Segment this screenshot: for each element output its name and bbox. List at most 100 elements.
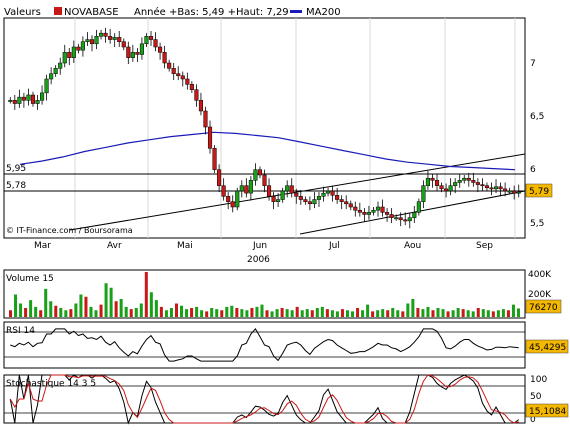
candle-body <box>21 96 26 101</box>
month-aou: Aou <box>404 241 421 251</box>
candle-body <box>44 78 49 94</box>
volume-tick-400k: 400K <box>528 270 552 280</box>
volume-bar <box>134 308 138 317</box>
price-axis: 7 6,5 6 5,5 5,79 <box>525 59 553 229</box>
candle-body <box>425 177 430 186</box>
volume-bar <box>180 305 184 317</box>
candle-body <box>67 52 72 58</box>
volume-bar <box>265 310 269 317</box>
candle-body <box>453 182 458 186</box>
volume-bar <box>215 309 219 317</box>
volume-bar <box>351 311 355 317</box>
volume-bar <box>511 304 515 317</box>
candle-body <box>139 43 144 55</box>
candle-body <box>148 36 154 40</box>
candle-body <box>89 39 95 45</box>
volume-bar <box>114 301 118 317</box>
candle-body <box>312 199 317 205</box>
candle-body <box>330 190 335 196</box>
volume-last-badge <box>525 299 562 314</box>
volume-bar <box>149 292 153 317</box>
candle-body <box>303 199 308 202</box>
volume-bar <box>255 306 259 317</box>
volume-bar <box>481 309 485 317</box>
candle-body <box>471 180 476 183</box>
volume-bar <box>39 310 43 317</box>
volume-bar <box>396 310 400 317</box>
volume-bar <box>169 308 173 317</box>
last-price-badge <box>525 183 553 198</box>
price-tick-7: 7 <box>530 59 536 69</box>
candle-body <box>153 39 158 48</box>
candle-body <box>348 203 353 208</box>
candle-body <box>257 169 263 176</box>
candle-body <box>439 185 444 190</box>
candle-body <box>262 174 267 186</box>
candle-body <box>103 32 108 37</box>
volume-bar <box>190 308 194 317</box>
volume-bar <box>64 310 68 317</box>
candle-body <box>12 100 17 104</box>
volume-last-value: 76270 <box>529 303 558 313</box>
candle-body <box>448 185 453 192</box>
volume-bar <box>315 308 319 317</box>
volume-bar <box>270 311 274 317</box>
candle-body <box>375 206 381 211</box>
candle-body <box>516 191 521 194</box>
candle-body <box>489 187 494 190</box>
candle-body <box>403 219 408 222</box>
candle-body <box>99 32 104 37</box>
candle-body <box>244 185 249 194</box>
volume-bar <box>144 272 148 317</box>
volume-bar <box>200 310 204 317</box>
volume-bar <box>280 308 284 317</box>
candle-body <box>362 212 367 215</box>
candle-body <box>253 169 258 181</box>
volume-bar <box>305 309 309 317</box>
volume-bar <box>501 309 505 317</box>
stoch-tick-50: 50 <box>530 392 542 402</box>
ma200-label: MA200 <box>306 7 341 18</box>
volume-bar <box>220 310 224 317</box>
volume-bar <box>356 308 360 317</box>
rsi-last-value: 45,4295 <box>529 343 566 353</box>
month-sep: Sep <box>476 241 493 251</box>
volume-bar <box>154 300 158 317</box>
candle-body <box>207 126 213 149</box>
candle-body <box>112 37 117 40</box>
main-price-panel: 5,95 5,78 © IT-Finance.com / Boursorama … <box>3 17 553 239</box>
volume-bar <box>461 309 465 317</box>
volume-bar <box>104 283 108 317</box>
volume-bar <box>361 310 365 317</box>
volume-bar <box>506 310 510 317</box>
level-label-595: 5,95 <box>6 164 26 174</box>
volume-bar <box>275 309 279 317</box>
rsi-title: RSI 14 <box>6 326 35 336</box>
candle-body <box>117 37 122 42</box>
candle-body <box>49 73 54 80</box>
candle-body <box>434 180 440 186</box>
volume-bar <box>84 296 88 317</box>
candle-body <box>17 96 22 104</box>
candle-body <box>212 148 217 170</box>
candle-body <box>62 52 67 64</box>
volume-bar <box>164 310 168 317</box>
candle-body <box>53 68 58 74</box>
price-tick-6: 6 <box>530 165 536 175</box>
candle-body <box>344 201 349 205</box>
candle-body <box>294 192 299 197</box>
candle-body <box>380 206 385 213</box>
volume-bar <box>310 310 314 317</box>
volume-bar <box>366 304 370 317</box>
candle-body <box>71 46 76 58</box>
candle-body <box>398 217 403 221</box>
chart-header: Valeurs NOVABASE Année +Bas: 5,49 +Haut:… <box>4 6 341 18</box>
volume-bar <box>240 309 244 317</box>
candle-body <box>507 190 512 193</box>
volume-bar <box>381 309 385 317</box>
candle-body <box>444 188 449 192</box>
volume-bar <box>129 309 133 317</box>
ma200-legend-swatch <box>290 10 302 13</box>
candle-body <box>307 201 312 205</box>
candle-body <box>226 196 231 202</box>
